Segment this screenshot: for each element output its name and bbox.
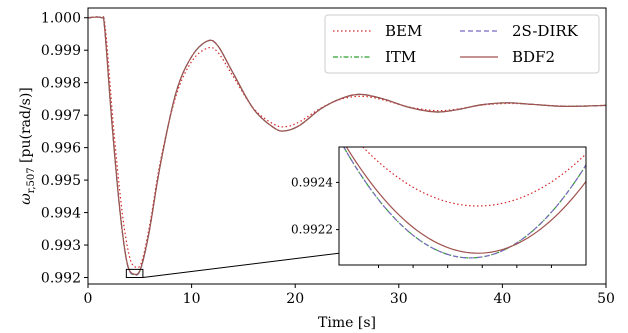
y-tick-label: 0.999 <box>41 43 81 59</box>
x-tick-label: 10 <box>183 291 201 307</box>
y-tick-label: 1.000 <box>41 11 81 27</box>
x-tick-label: 20 <box>286 291 304 307</box>
y-ticks: 0.992 0.993 0.994 0.995 0.996 0.997 0.998 0.999… <box>41 11 88 287</box>
y-tick-label: 0.994 <box>41 206 81 222</box>
zoom-indicator <box>125 252 340 279</box>
series-line-bdf2 <box>88 16 606 276</box>
main-plot-lines <box>88 16 606 276</box>
legend: BEM ITM 2S-DIRK BDF2 <box>324 14 600 74</box>
y-axis-label-sub: r,507 <box>26 167 37 193</box>
inset-frame <box>338 146 587 266</box>
inset-line-bem <box>362 147 586 207</box>
plot-frame <box>87 7 607 285</box>
x-tick-label: 0 <box>84 291 93 307</box>
y-tick-label: 0.995 <box>41 173 81 189</box>
x-tick-label: 40 <box>493 291 511 307</box>
legend-box <box>324 14 600 74</box>
y-tick-label: 0.993 <box>41 238 81 254</box>
legend-label-itm: ITM <box>385 48 416 66</box>
y-tick-label: 0.997 <box>41 108 81 124</box>
inset-line-2s-dirk <box>343 147 586 259</box>
zoom-box <box>125 268 144 279</box>
inset-plot-lines <box>343 147 586 259</box>
legend-label-bdf2: BDF2 <box>512 48 555 66</box>
inset-background <box>339 147 586 265</box>
inset-y-tick-label: 0.9924 <box>291 175 333 189</box>
y-axis-label-unit: [pu(rad/s)] <box>18 87 34 167</box>
y-tick-label: 0.992 <box>41 271 81 287</box>
x-tick-label: 30 <box>390 291 408 307</box>
zoom-connector <box>142 252 340 279</box>
y-tick-label: 0.998 <box>41 76 81 92</box>
legend-label-2s-dirk: 2S-DIRK <box>512 22 579 40</box>
x-ticks: 0 10 20 30 40 50 <box>84 284 615 307</box>
inset-line-bdf2 <box>345 147 586 254</box>
inset-ticks: 0.9922 0.9924 <box>291 175 552 268</box>
y-axis-label-main: ω <box>18 193 34 205</box>
x-axis-label: Time [s] <box>318 315 376 331</box>
inset-y-tick-label: 0.9922 <box>291 223 333 237</box>
y-axis-label: ωr,507 [pu(rad/s)] <box>18 87 37 205</box>
x-tick-label: 50 <box>597 291 615 307</box>
y-tick-label: 0.996 <box>41 141 81 157</box>
legend-label-bem: BEM <box>385 22 422 40</box>
